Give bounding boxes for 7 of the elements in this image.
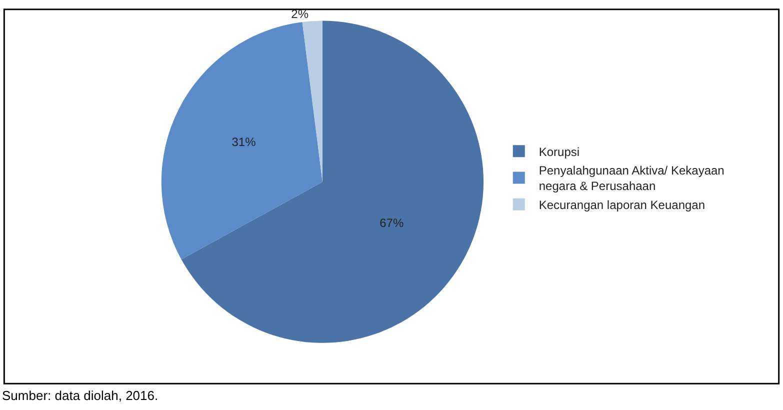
legend-label: Penyalahgunaan Aktiva/ Kekayaan negara & Perusahaan: [538, 164, 724, 194]
legend-label: Korupsi: [538, 144, 580, 159]
legend-label: Kecurangan laporan Keuangan: [538, 198, 706, 212]
data-label: 67%: [380, 216, 404, 230]
text: Sumber: data diolah, 2016.: [2, 388, 158, 403]
data-label: 2%: [291, 7, 309, 22]
data-label: 31%: [232, 134, 256, 149]
